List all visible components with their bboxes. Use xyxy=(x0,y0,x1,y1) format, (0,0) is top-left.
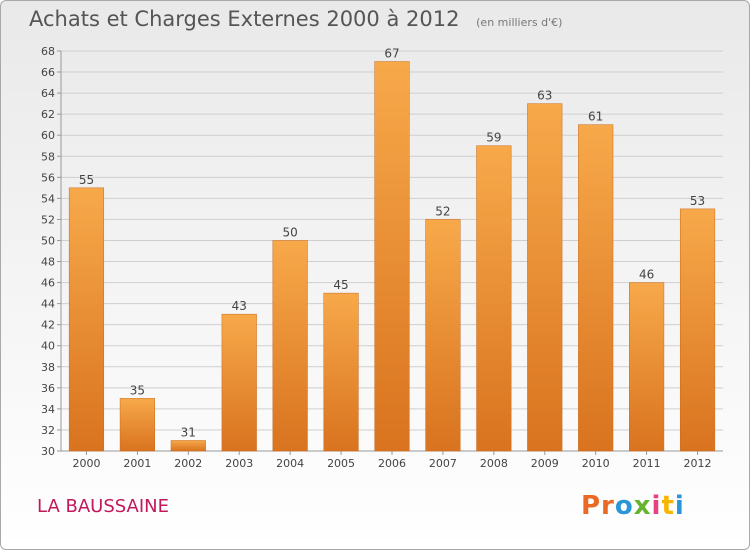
logo-part: o xyxy=(614,491,634,521)
x-tick-label: 2012 xyxy=(684,457,712,470)
y-tick-label: 64 xyxy=(41,87,55,100)
y-tick-label: 30 xyxy=(41,445,55,458)
x-tick-label: 2003 xyxy=(225,457,253,470)
value-label-2012: 53 xyxy=(690,194,705,208)
logo-part: i xyxy=(674,491,685,521)
value-label-2005: 45 xyxy=(333,278,348,292)
bars xyxy=(68,61,716,452)
bar-2006 xyxy=(374,61,410,452)
value-label-2002: 31 xyxy=(181,425,196,439)
x-tick-label: 2004 xyxy=(276,457,304,470)
y-tick-label: 50 xyxy=(41,234,55,247)
y-tick-label: 56 xyxy=(41,171,55,184)
x-tick-label: 2005 xyxy=(327,457,355,470)
logo-part: x xyxy=(633,491,652,521)
bar-2011 xyxy=(629,282,665,452)
y-tick-label: 34 xyxy=(41,403,55,416)
value-label-2010: 61 xyxy=(588,110,603,124)
value-label-2006: 67 xyxy=(384,47,399,61)
y-tick-label: 48 xyxy=(41,256,55,269)
y-tick-label: 36 xyxy=(41,382,55,395)
bar-2009 xyxy=(527,103,563,452)
x-tick-label: 2010 xyxy=(582,457,610,470)
y-tick-label: 46 xyxy=(41,277,55,290)
y-tick-label: 40 xyxy=(41,340,55,353)
value-label-2000: 55 xyxy=(79,173,94,187)
x-tick-label: 2009 xyxy=(531,457,559,470)
bar-2000 xyxy=(68,187,105,452)
x-tick-label: 2000 xyxy=(72,457,100,470)
y-tick-label: 54 xyxy=(41,192,55,205)
y-tick-label: 66 xyxy=(41,66,55,79)
y-tick-label: 68 xyxy=(41,45,55,58)
chart-subtitle: (en milliers d'€) xyxy=(476,16,563,29)
value-label-2004: 50 xyxy=(283,225,298,239)
y-tick-label: 32 xyxy=(41,424,55,437)
y-tick-label: 38 xyxy=(41,361,55,374)
labels: 30 32 34 36 38 40 42 44 46 48 50 52 54 56 58 60 62 64 66 68… xyxy=(41,45,712,470)
x-tick-label: 2001 xyxy=(123,457,151,470)
x-tick-label: 2008 xyxy=(480,457,508,470)
bar-2005 xyxy=(323,292,359,452)
bar-2010 xyxy=(578,124,614,452)
y-tick-label: 60 xyxy=(41,129,55,142)
chart-title-text: Achats et Charges Externes 2000 à 2012 xyxy=(29,7,460,31)
value-label-2007: 52 xyxy=(435,204,450,218)
y-tick-label: 42 xyxy=(41,319,55,332)
x-tick-label: 2006 xyxy=(378,457,406,470)
y-tick-label: 58 xyxy=(41,150,55,163)
y-tick-label: 44 xyxy=(41,298,55,311)
value-label-2001: 35 xyxy=(130,383,145,397)
x-tick-label: 2007 xyxy=(429,457,457,470)
y-tick-label: 62 xyxy=(41,108,55,121)
logo-part: Pr xyxy=(581,491,615,521)
commune-name: LA BAUSSAINE xyxy=(37,496,169,517)
y-tick-label: 52 xyxy=(41,213,55,226)
logo-part: t xyxy=(661,491,675,521)
bar-2002 xyxy=(170,440,206,452)
x-tick-label: 2002 xyxy=(174,457,202,470)
bar-2012 xyxy=(679,208,716,452)
bar-2001 xyxy=(119,398,155,452)
chart-title: Achats et Charges Externes 2000 à 2012 (… xyxy=(29,7,562,31)
bar-2008 xyxy=(476,145,512,452)
proxiti-logo: Proxiti xyxy=(581,491,685,521)
bar-2004 xyxy=(272,240,308,452)
value-label-2009: 63 xyxy=(537,89,552,103)
bar-2003 xyxy=(221,313,257,452)
bar-2007 xyxy=(425,219,461,452)
x-tick-label: 2011 xyxy=(633,457,661,470)
value-label-2003: 43 xyxy=(232,299,247,313)
value-label-2011: 46 xyxy=(639,268,654,282)
value-label-2008: 59 xyxy=(486,131,501,145)
logo-part: i xyxy=(651,491,662,521)
